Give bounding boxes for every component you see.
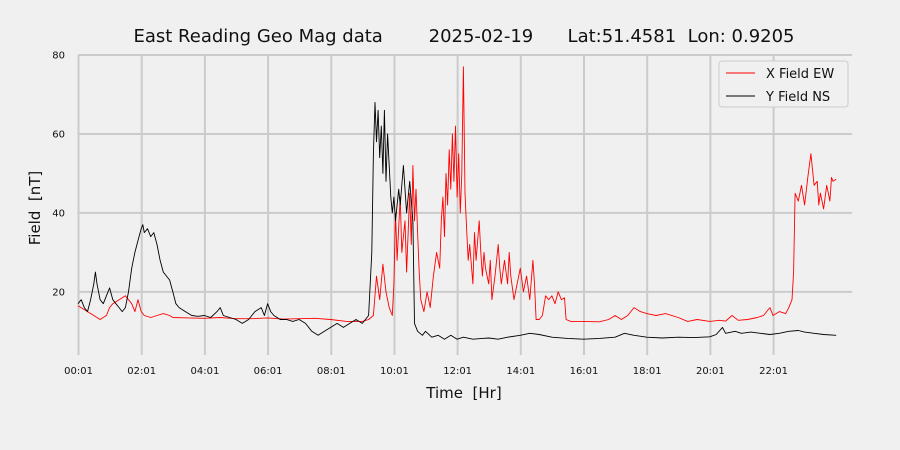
series-line-y-field-ns xyxy=(77,101,837,340)
x-tick-label: 18:01 xyxy=(633,366,662,377)
x-tick-label: 20:01 xyxy=(696,366,725,377)
y-tick-label: 20 xyxy=(52,287,65,298)
y-tick-label: 80 xyxy=(52,51,65,62)
series-line-x-field-ew xyxy=(77,66,837,323)
y-tick-label: 60 xyxy=(52,129,65,140)
x-axis-label: Time [Hr] xyxy=(425,384,501,402)
y-axis-label: Field [nT] xyxy=(26,171,44,246)
x-tick-label: 00:01 xyxy=(64,366,93,377)
x-tick-label: 22:01 xyxy=(759,366,788,377)
chart-title: East Reading Geo Mag data 2025-02-19 Lat… xyxy=(133,26,794,47)
series-group xyxy=(77,66,837,340)
legend: X Field EW Y Field NS xyxy=(718,60,849,108)
x-tick-label: 08:01 xyxy=(317,366,346,377)
legend-label: X Field EW xyxy=(766,67,834,82)
y-tick-label: 40 xyxy=(52,208,65,219)
x-tick-label: 04:01 xyxy=(190,366,219,377)
y-tick-labels: 20 40 60 80 xyxy=(52,51,65,299)
x-tick-label: 16:01 xyxy=(570,366,599,377)
x-tick-label: 12:01 xyxy=(443,366,472,377)
x-tick-label: 10:01 xyxy=(380,366,409,377)
x-tick-label: 06:01 xyxy=(254,366,283,377)
legend-label: Y Field NS xyxy=(765,90,830,105)
x-tick-label: 02:01 xyxy=(127,366,156,377)
x-tick-labels: 00:01 02:01 04:01 06:01 08:01 10:01 12:01 14:01… xyxy=(64,366,788,377)
x-tick-label: 14:01 xyxy=(506,366,535,377)
